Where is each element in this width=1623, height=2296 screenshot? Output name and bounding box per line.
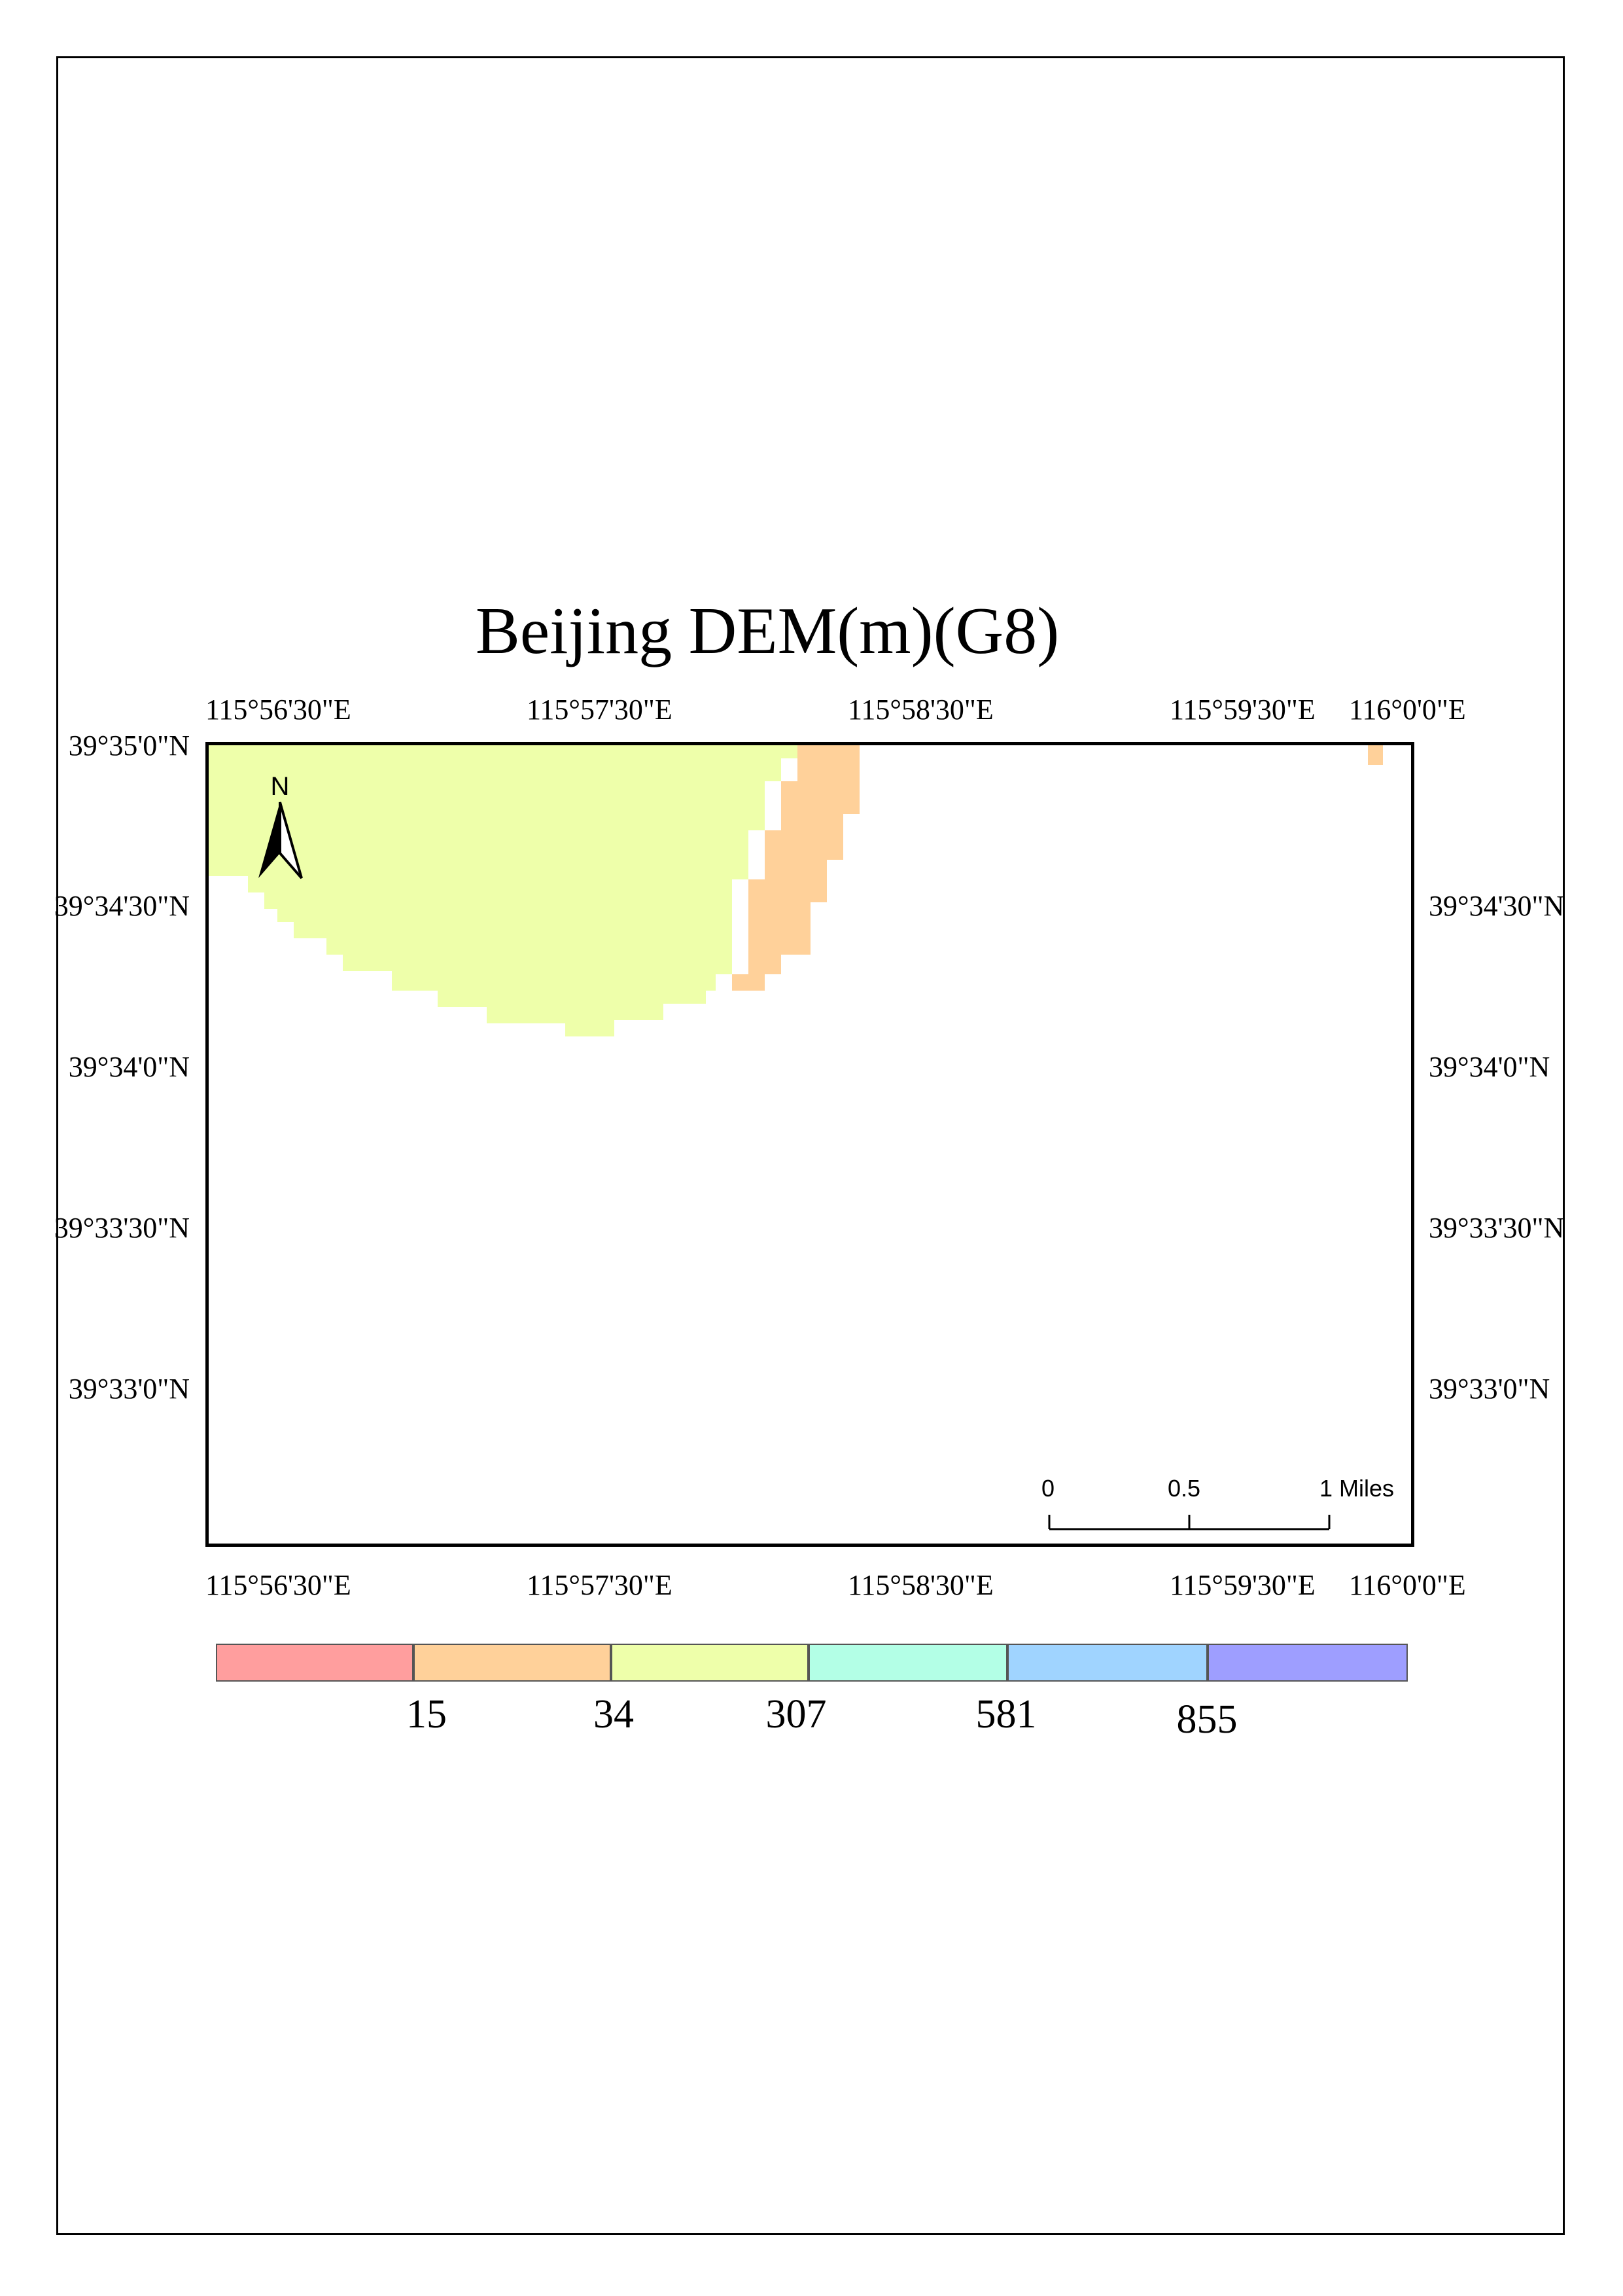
lon-label-top-2: 115°57'30"E: [527, 694, 672, 726]
scale-label-1-miles: 1 Miles: [1319, 1475, 1395, 1502]
scale-label-0: 0: [1041, 1475, 1055, 1502]
north-arrow-icon: [258, 802, 303, 879]
lon-label-bottom-4: 115°59'30"E: [1170, 1569, 1316, 1601]
legend-break-15: 15: [406, 1692, 447, 1737]
lon-label-top-4: 115°59'30"E: [1170, 694, 1316, 726]
lat-label-left-3: 39°34'0"N: [68, 1051, 190, 1083]
legend-break-855: 855: [1176, 1697, 1238, 1742]
legend-swatch-3: [611, 1644, 809, 1682]
elevation-zone-15-34: [732, 745, 860, 991]
lon-label-bottom-5: 116°0'0"E: [1349, 1569, 1466, 1601]
legend-swatch-2: [413, 1644, 611, 1682]
north-arrow-label: N: [270, 772, 290, 801]
scale-label-0-5: 0.5: [1168, 1475, 1201, 1502]
north-arrow: N: [254, 772, 313, 896]
elevation-zone-15-34-corner: [1368, 745, 1383, 765]
dem-raster: [209, 745, 1383, 1036]
lat-label-right-4: 39°33'30"N: [1429, 1212, 1565, 1244]
lat-label-right-2: 39°34'30"N: [1429, 890, 1565, 922]
lat-label-right-3: 39°34'0"N: [1429, 1051, 1550, 1083]
lon-label-bottom-3: 115°58'30"E: [848, 1569, 994, 1601]
legend-break-34: 34: [593, 1692, 634, 1737]
lat-label-right-5: 39°33'0"N: [1429, 1373, 1550, 1405]
scale-bar: 0 0.5 1 Miles: [1034, 1475, 1413, 1547]
legend-break-307: 307: [765, 1692, 827, 1737]
lat-label-left-5: 39°33'0"N: [68, 1373, 190, 1405]
scale-bar-graphic: [1048, 1515, 1331, 1530]
map-title: Beijing DEM(m)(G8): [475, 594, 1060, 668]
lon-label-bottom-2: 115°57'30"E: [527, 1569, 672, 1601]
lon-label-top-3: 115°58'30"E: [848, 694, 994, 726]
legend-swatch-5: [1007, 1644, 1208, 1682]
lat-label-left-2: 39°34'30"N: [54, 890, 190, 922]
lat-label-left-1: 39°35'0"N: [68, 730, 190, 762]
lon-label-top-5: 116°0'0"E: [1349, 694, 1466, 726]
elevation-legend: [216, 1644, 1408, 1684]
elevation-zone-34-307: [209, 745, 797, 1036]
legend-swatch-4: [809, 1644, 1007, 1682]
lat-label-left-4: 39°33'30"N: [54, 1212, 190, 1244]
page-border: [56, 56, 1565, 2235]
legend-swatch-6: [1208, 1644, 1408, 1682]
legend-break-581: 581: [975, 1692, 1037, 1737]
lon-label-bottom-1: 115°56'30"E: [205, 1569, 351, 1601]
lon-label-top-1: 115°56'30"E: [205, 694, 351, 726]
map-frame[interactable]: [205, 742, 1414, 1547]
legend-swatch-1: [216, 1644, 413, 1682]
